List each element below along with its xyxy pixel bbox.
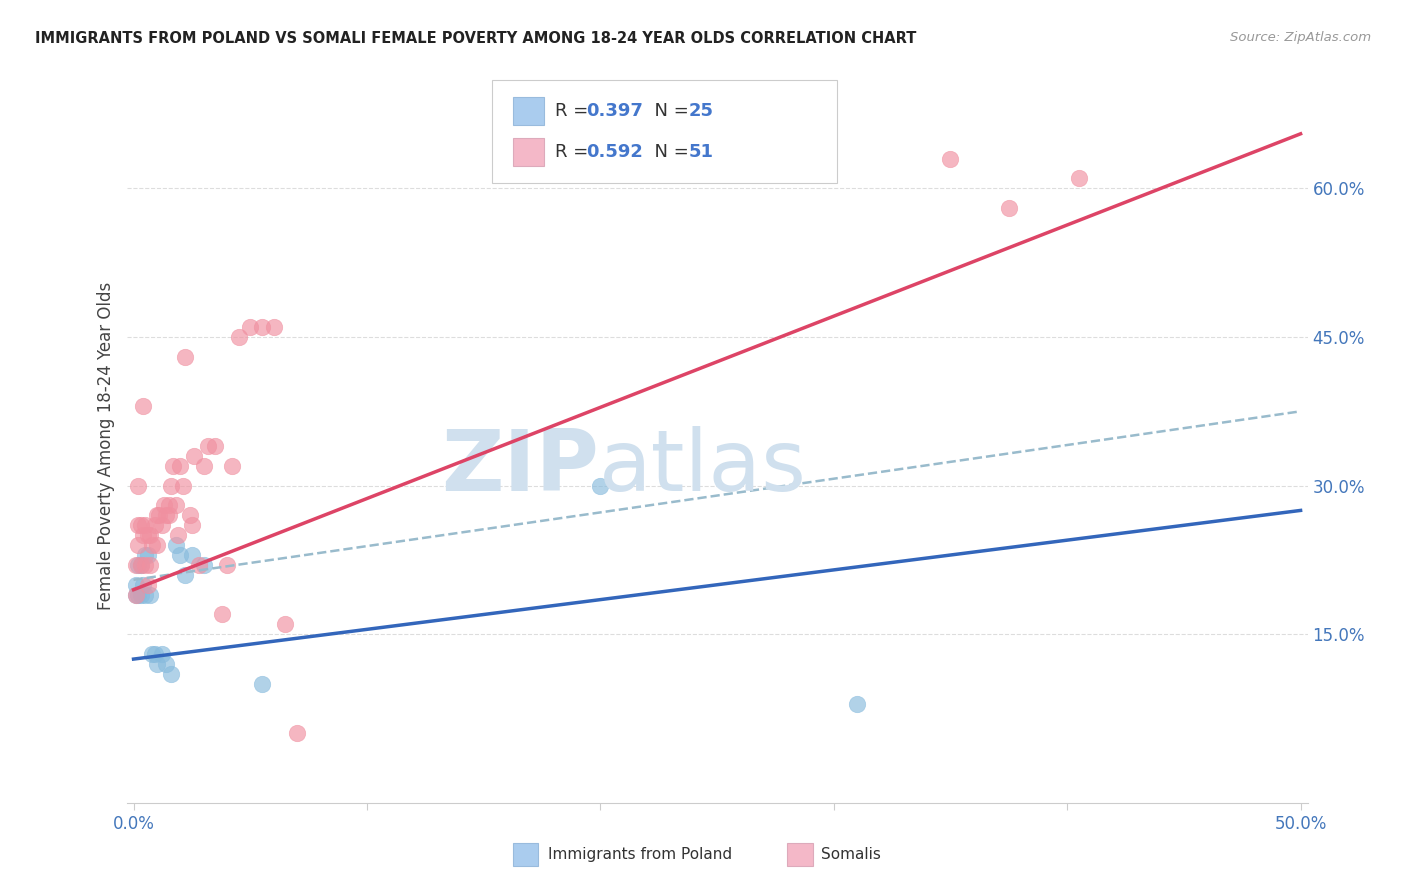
Point bbox=[167, 528, 190, 542]
Point bbox=[179, 508, 201, 523]
Point bbox=[221, 458, 243, 473]
Point bbox=[1067, 171, 1090, 186]
Point bbox=[589, 478, 612, 492]
Point bbox=[250, 677, 273, 691]
Point bbox=[132, 528, 155, 542]
Point bbox=[250, 320, 273, 334]
Point bbox=[139, 528, 162, 542]
Point bbox=[136, 578, 159, 592]
Point bbox=[146, 538, 169, 552]
Point bbox=[136, 548, 159, 562]
Point bbox=[125, 578, 148, 592]
Point bbox=[239, 320, 262, 334]
Point bbox=[187, 558, 209, 572]
Point bbox=[132, 578, 155, 592]
Point bbox=[125, 588, 148, 602]
Text: N =: N = bbox=[643, 102, 695, 120]
Point bbox=[129, 518, 152, 533]
Text: 0.592: 0.592 bbox=[586, 144, 643, 161]
Point bbox=[160, 478, 183, 492]
Text: Source: ZipAtlas.com: Source: ZipAtlas.com bbox=[1230, 31, 1371, 45]
Point bbox=[132, 400, 155, 414]
Point bbox=[127, 518, 149, 533]
Point bbox=[146, 657, 169, 671]
Point bbox=[204, 439, 226, 453]
Point bbox=[155, 508, 177, 523]
Point bbox=[136, 528, 159, 542]
Text: 25: 25 bbox=[689, 102, 714, 120]
Text: 51: 51 bbox=[689, 144, 714, 161]
Point bbox=[183, 449, 205, 463]
Point bbox=[134, 548, 156, 562]
Point bbox=[143, 647, 166, 661]
Text: atlas: atlas bbox=[599, 425, 807, 509]
Point bbox=[143, 518, 166, 533]
Text: R =: R = bbox=[555, 144, 595, 161]
Point bbox=[129, 588, 152, 602]
Point bbox=[160, 667, 183, 681]
Point bbox=[127, 558, 149, 572]
Text: 0.397: 0.397 bbox=[586, 102, 643, 120]
Point bbox=[274, 617, 297, 632]
Point bbox=[174, 567, 197, 582]
Point bbox=[125, 588, 148, 602]
Point bbox=[139, 588, 162, 602]
Point bbox=[134, 588, 156, 602]
Point bbox=[134, 558, 156, 572]
Point bbox=[172, 478, 194, 492]
Point bbox=[165, 538, 187, 552]
Point bbox=[180, 548, 202, 562]
Text: IMMIGRANTS FROM POLAND VS SOMALI FEMALE POVERTY AMONG 18-24 YEAR OLDS CORRELATIO: IMMIGRANTS FROM POLAND VS SOMALI FEMALE … bbox=[35, 31, 917, 46]
Point bbox=[150, 647, 173, 661]
Point bbox=[197, 439, 219, 453]
Point bbox=[193, 458, 215, 473]
Point bbox=[215, 558, 238, 572]
Point bbox=[146, 508, 169, 523]
Point bbox=[174, 350, 197, 364]
Point bbox=[169, 458, 191, 473]
Y-axis label: Female Poverty Among 18-24 Year Olds: Female Poverty Among 18-24 Year Olds bbox=[97, 282, 115, 610]
Text: R =: R = bbox=[555, 102, 595, 120]
Point bbox=[157, 508, 180, 523]
Point bbox=[211, 607, 233, 622]
Point bbox=[939, 152, 962, 166]
Point bbox=[157, 499, 180, 513]
Point bbox=[139, 558, 162, 572]
Point bbox=[127, 538, 149, 552]
Point bbox=[169, 548, 191, 562]
Point bbox=[285, 726, 308, 740]
Point bbox=[141, 647, 163, 661]
Text: Immigrants from Poland: Immigrants from Poland bbox=[548, 847, 733, 862]
Point bbox=[129, 558, 152, 572]
Point bbox=[134, 518, 156, 533]
Point bbox=[263, 320, 285, 334]
Point bbox=[228, 330, 250, 344]
Point bbox=[125, 558, 148, 572]
Point bbox=[127, 478, 149, 492]
Point bbox=[180, 518, 202, 533]
Point bbox=[155, 657, 177, 671]
Point bbox=[846, 697, 869, 711]
Point bbox=[150, 518, 173, 533]
Point bbox=[193, 558, 215, 572]
Text: ZIP: ZIP bbox=[441, 425, 599, 509]
Point bbox=[141, 538, 163, 552]
Point bbox=[998, 201, 1021, 215]
Point bbox=[162, 458, 184, 473]
Point bbox=[165, 499, 187, 513]
Point bbox=[129, 558, 152, 572]
Point bbox=[153, 499, 176, 513]
Point bbox=[148, 508, 170, 523]
Text: N =: N = bbox=[643, 144, 695, 161]
Point bbox=[127, 588, 149, 602]
Text: Somalis: Somalis bbox=[821, 847, 882, 862]
